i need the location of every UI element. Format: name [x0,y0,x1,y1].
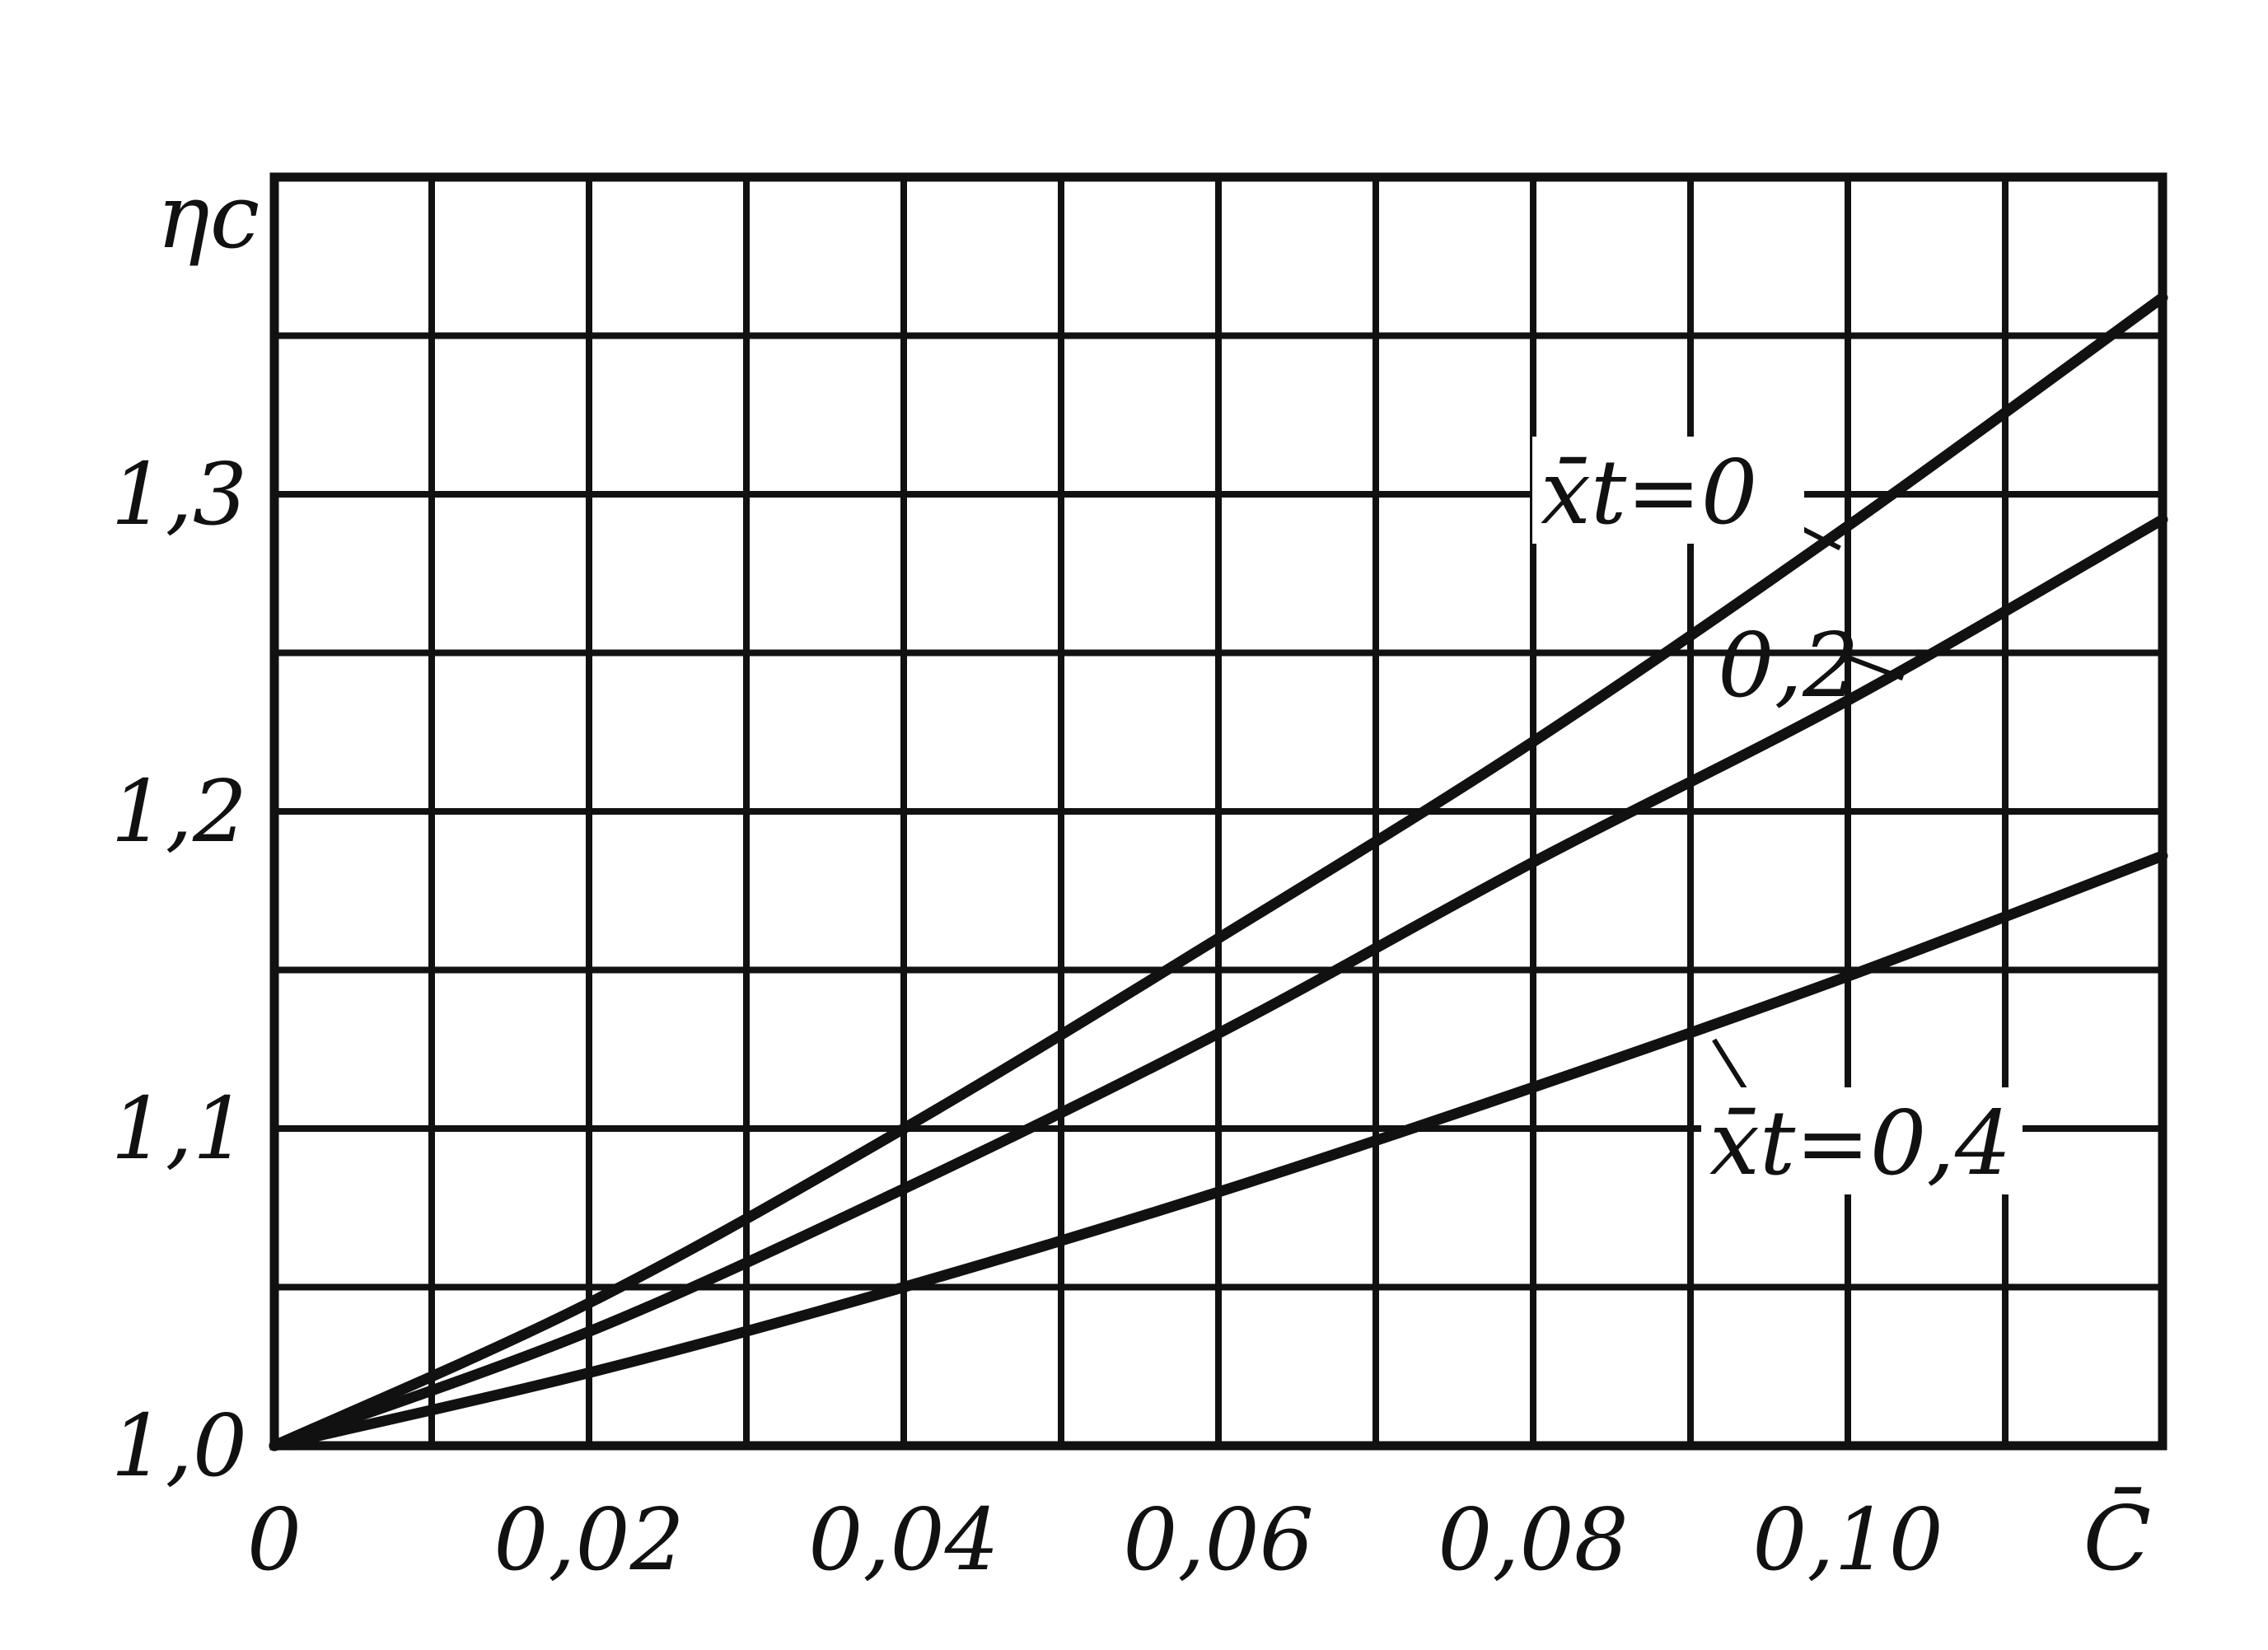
x-tick-label: 0 [247,1489,302,1590]
series-line-1 [269,514,2168,1451]
x-tick-label: 0,06 [1123,1489,1314,1590]
plot-frame [269,172,2167,1451]
x-tick-label: 0,04 [808,1489,999,1590]
series-leader-2 [1712,1038,1749,1093]
x-tick-labels: 0 0,02 0,04 0,06 0,08 0,10 [247,1489,1943,1590]
y-tick-label: 1,1 [111,1078,247,1179]
series-line-0 [269,292,2168,1451]
series-leader-1 [1840,652,1904,681]
x-tick-label: 0,08 [1438,1489,1629,1590]
series-curves [269,292,2168,1451]
x-axis-label: C̄ [2083,1486,2152,1591]
y-tick-label: 1,3 [111,444,247,545]
series-labels: x̄t=0 0,2 x̄t=0,4 [1532,437,2022,1195]
y-tick-label: 1,0 [111,1395,247,1496]
label-background-0 [1532,437,1804,544]
grid [274,177,2163,1446]
series-label-xt-0: x̄t=0 [1541,442,1758,545]
y-axis-label: ηc [157,166,260,269]
series-label-0-2: 0,2 [1718,615,1859,717]
x-tick-label: 0,10 [1752,1489,1943,1590]
x-tick-label: 0,02 [493,1489,685,1590]
y-tick-label: 1,2 [111,761,247,862]
y-tick-labels: 1,0 1,1 1,2 1,3 [111,444,247,1496]
series-line-2 [269,850,2168,1451]
series-label-xt-0-4: x̄t=0,4 [1709,1092,2012,1195]
label-background-2 [1701,1087,2022,1194]
